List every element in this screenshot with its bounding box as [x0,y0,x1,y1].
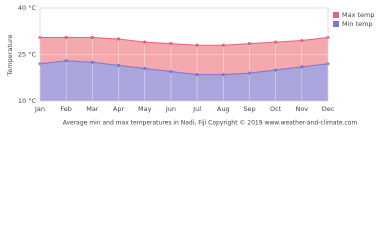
point [247,42,252,46]
point [143,40,147,44]
y-axis-label: Temperature [6,34,14,76]
point [64,59,68,63]
area-fill [40,60,328,101]
x-tick-label: May [138,105,152,113]
x-tick-label: Oct [270,105,282,113]
legend-label: Min temp [342,20,373,28]
y-tick-label: 10 °C [18,97,37,105]
x-tick-label: Nov [295,105,308,113]
point [90,60,94,64]
point [90,35,94,40]
x-tick-label: Dec [322,105,335,113]
x-tick-label: Jul [192,105,201,113]
point [116,37,121,41]
x-tick-label: Aug [217,105,230,113]
x-tick-label: Sep [243,105,255,113]
point [221,43,225,47]
chart: Temperature Average min and max temperat… [6,4,375,127]
point [195,73,199,77]
point [274,68,278,72]
point [300,38,304,43]
x-tick-label: Apr [113,105,125,113]
point [143,66,147,71]
legend-label: Max temp [342,11,375,19]
x-tick-label: Jun [165,105,176,113]
point [300,65,304,69]
caption: Average min and max temperatures in Nadi… [63,120,358,127]
point [221,73,225,77]
y-tick-label: 40 °C [18,4,37,12]
point [195,43,199,47]
x-tick-label: Feb [60,105,72,113]
point [64,35,68,40]
plot-frame [39,7,329,102]
line [39,60,329,76]
x-tick-label: Mar [86,105,99,113]
legend-swatch [333,21,339,27]
point [116,63,121,67]
line [40,36,329,46]
x-tick-label: Jan [34,105,45,113]
y-tick-label: 25 °C [18,51,37,59]
legend-swatch [333,12,339,18]
point [274,40,278,44]
point [247,71,252,75]
point [169,69,173,74]
point [169,42,173,46]
